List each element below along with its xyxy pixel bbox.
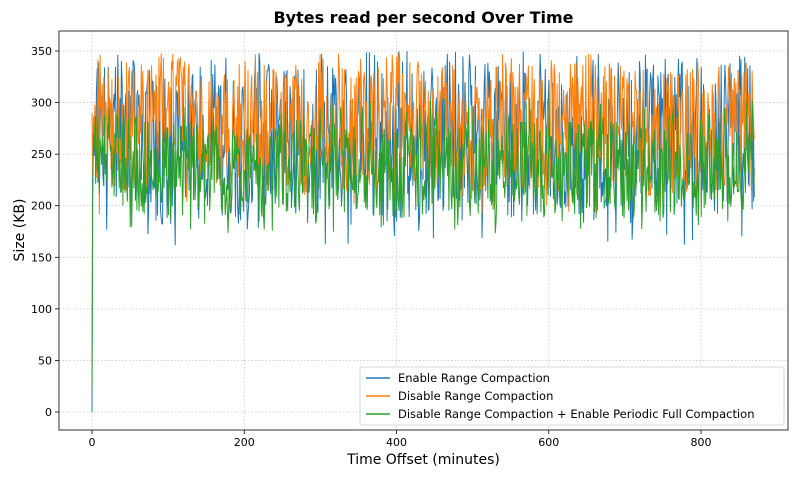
legend-box: [359, 366, 785, 426]
x-tick-label: 800: [691, 436, 712, 449]
series-line-2: [91, 97, 755, 387]
axes-frame: [58, 30, 789, 431]
y-tick-label: 0: [45, 406, 52, 419]
legend-entry: Enable Range Compaction: [398, 371, 550, 385]
axis-ticks: 0 200 400 600 800 0 50 100 150 200 250 300 350: [31, 45, 712, 449]
x-tick-label: 200: [234, 436, 255, 449]
y-tick-label: 200: [31, 200, 52, 213]
series-lines: [91, 51, 755, 413]
legend: Enable Range Compaction Disable Range Com…: [359, 366, 785, 426]
x-axis-label: Time Offset (minutes): [347, 452, 500, 468]
y-tick-label: 50: [38, 354, 52, 367]
y-tick-label: 350: [31, 45, 52, 58]
y-tick-label: 300: [31, 97, 52, 110]
y-tick-label: 150: [31, 251, 52, 264]
legend-entry: Disable Range Compaction + Enable Period…: [398, 407, 754, 421]
y-tick-label: 250: [31, 148, 52, 161]
x-tick-label: 400: [386, 436, 407, 449]
x-tick-label: 600: [538, 436, 559, 449]
legend-entry: Disable Range Compaction: [398, 389, 553, 403]
y-tick-label: 100: [31, 303, 52, 316]
x-tick-label: 0: [89, 436, 96, 449]
chart-title: Bytes read per second Over Time: [273, 8, 574, 27]
